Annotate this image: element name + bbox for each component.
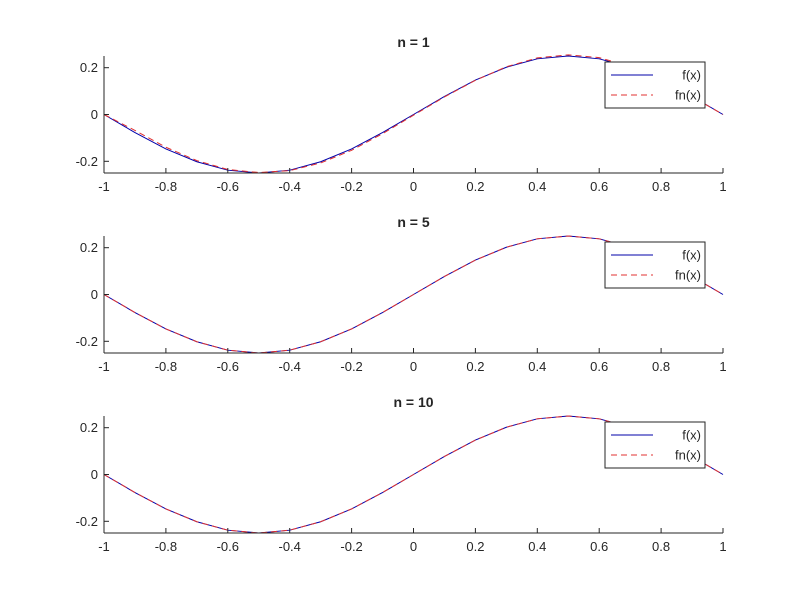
- x-tick-label: 0.2: [466, 179, 484, 194]
- x-tick-label: -0.6: [217, 539, 239, 554]
- x-tick-label: 0.6: [590, 539, 608, 554]
- x-tick-label: 0.2: [466, 539, 484, 554]
- y-tick-label: 0.2: [80, 420, 98, 435]
- x-tick-label: -0.2: [340, 359, 362, 374]
- x-tick-label: 0.8: [652, 359, 670, 374]
- x-tick-label: -0.8: [155, 179, 177, 194]
- x-tick-label: 0.8: [652, 539, 670, 554]
- legend-box: [604, 61, 706, 109]
- y-tick-label: 0: [91, 467, 98, 482]
- x-tick-label: -0.4: [278, 539, 300, 554]
- x-tick-label: -0.2: [340, 179, 362, 194]
- subplot: n = 5 -0.2 0 0.2 -1 -0.8 -0.6 -0.4 -0.2 0 0.2 0.4 0.…: [76, 214, 727, 374]
- y-tick-label: -0.2: [76, 514, 98, 529]
- x-tick-label: -1: [98, 539, 110, 554]
- subplot-title: n = 1: [397, 34, 430, 50]
- legend-label: f(x): [682, 248, 701, 263]
- x-tick-label: 0.4: [528, 539, 546, 554]
- x-tick-label: 0.6: [590, 179, 608, 194]
- y-tick-label: 0: [91, 287, 98, 302]
- x-tick-label: 0.6: [590, 359, 608, 374]
- legend-box: [604, 241, 706, 289]
- legend-label: fn(x): [675, 88, 701, 103]
- legend-label: f(x): [682, 68, 701, 83]
- x-tick-label: -0.8: [155, 359, 177, 374]
- x-tick-label: 1: [719, 539, 726, 554]
- x-tick-label: 0.8: [652, 179, 670, 194]
- x-tick-label: -0.4: [278, 179, 300, 194]
- y-tick-label: -0.2: [76, 334, 98, 349]
- x-tick-label: 0.2: [466, 359, 484, 374]
- y-tick-label: 0.2: [80, 240, 98, 255]
- x-tick-label: 0: [410, 539, 417, 554]
- x-tick-label: -0.6: [217, 179, 239, 194]
- x-tick-label: -0.6: [217, 359, 239, 374]
- legend-box: [604, 421, 706, 469]
- y-tick-label: -0.2: [76, 154, 98, 169]
- x-tick-label: 0: [410, 359, 417, 374]
- subplot-title: n = 5: [397, 214, 430, 230]
- x-tick-label: 1: [719, 179, 726, 194]
- legend-label: f(x): [682, 428, 701, 443]
- subplot: n = 10 -0.2 0 0.2 -1 -0.8 -0.6 -0.4 -0.2 0 0.2 0.4 0…: [76, 394, 727, 554]
- x-tick-label: -0.8: [155, 539, 177, 554]
- subplot-title: n = 10: [393, 394, 433, 410]
- y-tick-label: 0: [91, 107, 98, 122]
- x-tick-label: 0.4: [528, 179, 546, 194]
- y-tick-label: 0.2: [80, 60, 98, 75]
- x-tick-label: 0: [410, 179, 417, 194]
- x-tick-label: -0.4: [278, 359, 300, 374]
- legend-label: fn(x): [675, 268, 701, 283]
- x-tick-label: 0.4: [528, 359, 546, 374]
- x-tick-label: -1: [98, 359, 110, 374]
- subplot: n = 1 -0.2 0 0.2 -1 -0.8 -0.6 -0.4 -0.2 0 0.2 0.4 0.…: [76, 34, 727, 194]
- x-tick-label: -0.2: [340, 539, 362, 554]
- x-tick-label: -1: [98, 179, 110, 194]
- x-tick-label: 1: [719, 359, 726, 374]
- legend-label: fn(x): [675, 448, 701, 463]
